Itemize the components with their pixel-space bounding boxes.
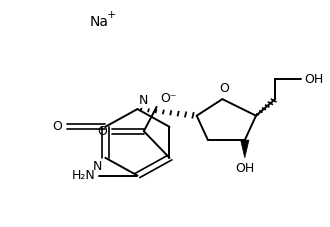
Text: H₂N: H₂N — [72, 169, 96, 182]
Polygon shape — [241, 140, 249, 158]
Text: +: + — [107, 10, 116, 20]
Text: OH: OH — [304, 73, 323, 86]
Text: N: N — [93, 160, 102, 173]
Text: N: N — [139, 94, 149, 107]
Text: O: O — [219, 82, 229, 95]
Text: O⁻: O⁻ — [160, 92, 176, 105]
Text: Na: Na — [89, 15, 108, 29]
Text: OH: OH — [235, 162, 254, 175]
Text: O: O — [97, 125, 107, 138]
Text: O: O — [52, 120, 62, 133]
